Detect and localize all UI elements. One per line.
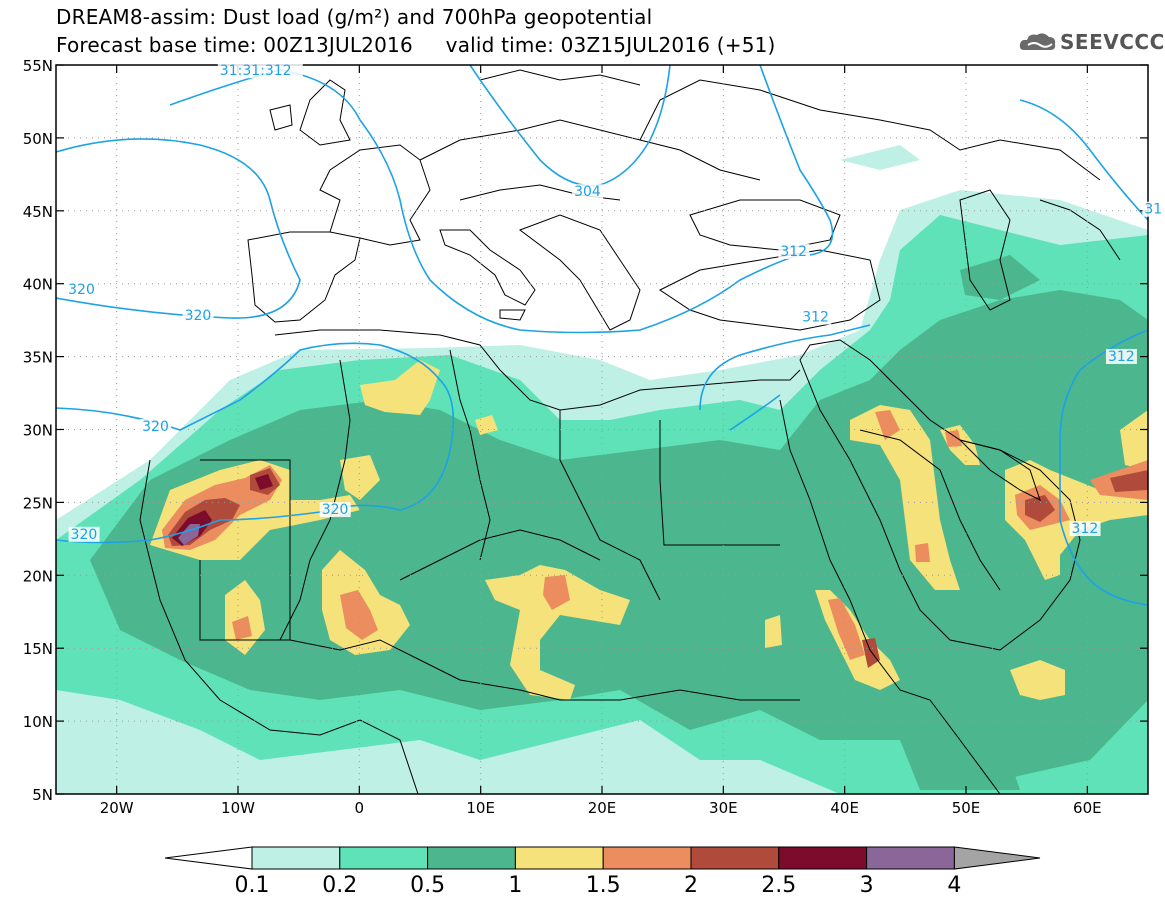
contour-label: 312 — [802, 310, 829, 326]
lat-label: 35N — [23, 349, 53, 367]
colorbar-swatch — [514, 846, 604, 870]
colorbar-swatch — [690, 846, 780, 870]
contour-label-bg — [66, 281, 98, 297]
lat-label: 45N — [23, 203, 53, 221]
axis-ticks — [56, 64, 1148, 795]
contour-label: 31 — [1144, 202, 1162, 218]
colorbar-swatch — [339, 846, 429, 870]
colorbar-label: 2.5 — [761, 873, 796, 898]
lat-label: 50N — [23, 130, 53, 148]
lon-label: 40E — [830, 799, 859, 817]
lon-label: 60E — [1073, 799, 1102, 817]
colorbar-label: 3 — [860, 873, 874, 898]
contour-label: 320 — [322, 502, 349, 518]
contour-label: 312 — [1108, 349, 1135, 365]
lat-label: 25N — [23, 494, 53, 512]
lat-label: 30N — [23, 422, 53, 440]
lon-label: 20E — [588, 799, 617, 817]
contour-label: 31:31:312 — [220, 63, 292, 79]
lon-label: 20W — [100, 799, 134, 817]
lat-label: 40N — [23, 276, 53, 294]
colorbar-swatch — [251, 846, 341, 870]
contour-label-bg — [182, 308, 214, 324]
logo-text: SEEVCCC — [1060, 30, 1165, 54]
lon-label: 10W — [221, 799, 255, 817]
colorbar-label: 4 — [947, 873, 961, 898]
colorbar-over-arrow — [953, 846, 1041, 870]
contour-label: 320 — [68, 282, 95, 298]
contour-label: 320 — [142, 419, 169, 435]
colorbar-under-arrow — [164, 846, 253, 870]
colorbar-label: 2 — [684, 873, 698, 898]
lon-label: 50E — [952, 799, 981, 817]
colorbar-swatch — [427, 846, 516, 870]
colorbar-swatch — [602, 846, 692, 870]
colorbar-label: 0.2 — [322, 873, 357, 898]
contour-label: 312 — [1072, 521, 1099, 537]
colorbar-label: 0.5 — [410, 873, 445, 898]
lon-label: 10E — [466, 799, 495, 817]
colorbar-swatch — [866, 846, 955, 870]
contour-label-bg — [217, 63, 303, 79]
contour-label-bg — [140, 418, 172, 434]
contour-label-bg — [778, 243, 810, 259]
colorbar-label: 1.5 — [586, 873, 621, 898]
latitude-labels: 5N 10N 15N 20N 25N 30N 35N 40N 45N 50N 55N — [23, 57, 53, 804]
dust-region-darkgreen-south — [900, 730, 1020, 790]
contour-labels: 31:31:312 304 312 312 312 31 320 320 320 320 320 31… — [66, 63, 1165, 543]
contour-label: 304 — [574, 184, 601, 200]
contour-label: 320 — [71, 527, 98, 543]
contour-label-bg — [1069, 521, 1101, 537]
colorbar-label: 1 — [508, 873, 522, 898]
lat-label: 15N — [23, 640, 53, 658]
contour-label: 320 — [185, 308, 212, 324]
graticule — [56, 65, 1148, 794]
contour-label-bg — [800, 309, 832, 325]
dust-region-light-north — [840, 145, 920, 170]
contour-label-bg — [572, 184, 604, 200]
lat-label: 5N — [32, 786, 53, 804]
colorbar-label: 0.1 — [235, 873, 270, 898]
lat-label: 55N — [23, 57, 53, 75]
lon-label: 0 — [355, 799, 365, 817]
contour-label-bg — [319, 502, 351, 518]
cloud-logo-icon — [1019, 33, 1056, 50]
colorbar-swatch — [778, 846, 868, 870]
dust-region-darkgreen-north — [960, 255, 1040, 300]
lat-label: 10N — [23, 713, 53, 731]
map-title: DREAM8-assim: Dust load (g/m²) and 700hP… — [56, 5, 653, 29]
forecast-time-subtitle: Forecast base time: 00Z13JUL2016 valid t… — [56, 33, 776, 57]
contour-label-bg — [1105, 348, 1137, 364]
contour-label-bg — [1142, 201, 1165, 217]
lon-label: 30E — [709, 799, 738, 817]
contour-label: 312 — [780, 244, 807, 260]
longitude-labels: 20W 10W 0 10E 20E 30E 40E 50E 60E — [100, 799, 1102, 817]
lat-label: 20N — [23, 567, 53, 585]
contour-label-bg — [68, 526, 100, 542]
